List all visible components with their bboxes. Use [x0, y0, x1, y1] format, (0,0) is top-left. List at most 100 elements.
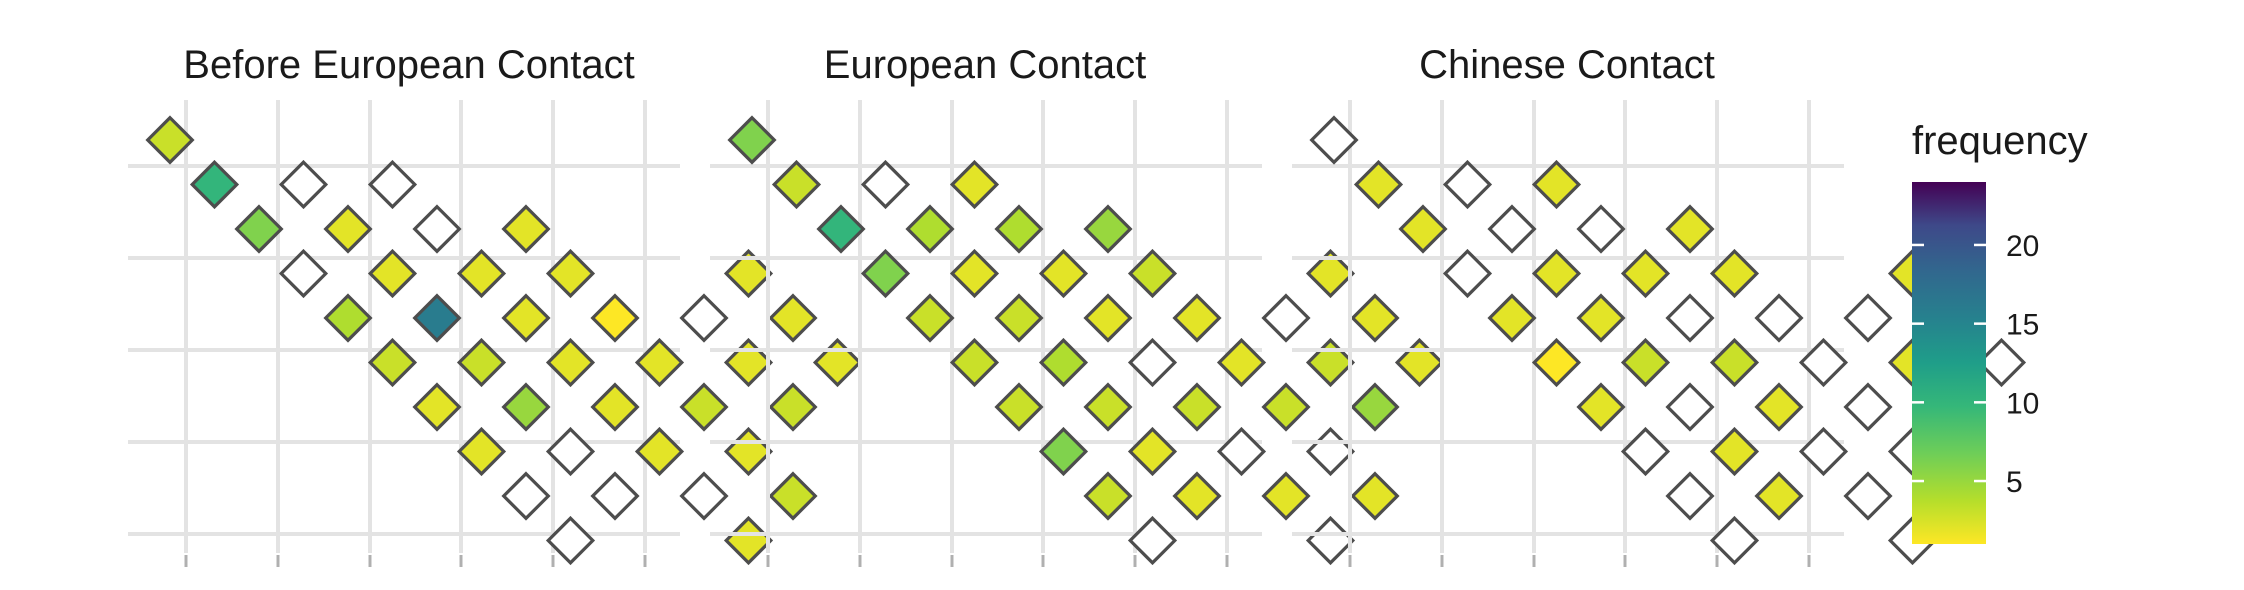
heatmap-tile	[1305, 337, 1356, 388]
heatmap-tile	[1350, 382, 1400, 432]
heatmap-tile	[1083, 382, 1133, 432]
heatmap-tile	[768, 382, 818, 432]
heatmap-tile	[1798, 426, 1849, 477]
heatmap-tile	[412, 204, 462, 254]
heatmap-tile	[1576, 293, 1626, 343]
heatmap-tile	[768, 293, 818, 343]
heatmap-tile	[1127, 337, 1178, 388]
heatmap-tile	[905, 204, 955, 254]
heatmap-tile	[1127, 248, 1178, 299]
heatmap-tile	[367, 248, 418, 299]
panel-title: Before European Contact	[183, 43, 634, 87]
legend-tick-label: 10	[2006, 387, 2039, 420]
heatmap-tile	[590, 382, 640, 432]
legend-tick-label: 5	[2006, 466, 2023, 499]
heatmap-tile	[1350, 471, 1400, 521]
heatmap-tile	[323, 204, 373, 254]
heatmap-tile	[994, 204, 1044, 254]
heatmap-tile	[1038, 248, 1089, 299]
heatmap-tile	[1305, 248, 1356, 299]
heatmap-tile	[1398, 204, 1448, 254]
panel-0: Before European Contact	[128, 43, 863, 567]
heatmap-tile	[1127, 515, 1178, 566]
heatmap-tile	[1261, 382, 1311, 432]
heatmap-tile	[456, 337, 507, 388]
heatmap-tile	[1754, 382, 1804, 432]
heatmap-tile	[501, 293, 551, 343]
heatmap-tile	[1394, 337, 1445, 388]
heatmap-tile	[1976, 337, 2027, 388]
legend-colorbar	[1912, 182, 1986, 544]
heatmap-tile	[278, 248, 329, 299]
heatmap-tile	[1127, 426, 1178, 477]
panel-title: Chinese Contact	[1419, 43, 1715, 87]
heatmap-tile	[1665, 293, 1715, 343]
panel-1: European Contact	[710, 43, 1445, 567]
heatmap-tile	[456, 426, 507, 477]
heatmap-tile	[545, 426, 596, 477]
heatmap-tile	[1261, 471, 1311, 521]
heatmap-tile	[1843, 471, 1893, 521]
heatmap-tile	[1487, 293, 1537, 343]
heatmap-tile	[771, 159, 822, 210]
heatmap-tile	[501, 471, 551, 521]
heatmap-tile	[634, 337, 685, 388]
heatmap-tile	[1620, 248, 1671, 299]
heatmap-tile	[1309, 115, 1359, 165]
heatmap-tile	[1261, 293, 1311, 343]
heatmap-tile	[1576, 204, 1626, 254]
heatmap-tile	[189, 159, 240, 210]
heatmap-tile	[1531, 337, 1582, 388]
heatmap-tile	[1172, 293, 1222, 343]
heatmap-tile	[1305, 515, 1356, 566]
heatmap-tile	[412, 382, 462, 432]
heatmap-tile	[679, 382, 729, 432]
heatmap-tile	[1038, 337, 1089, 388]
heatmap-tile	[412, 293, 462, 343]
heatmap-tile	[1843, 382, 1893, 432]
heatmap-tile	[590, 293, 640, 343]
heatmap-tile	[234, 204, 284, 254]
heatmap-tile	[723, 337, 774, 388]
heatmap-tile	[1353, 159, 1404, 210]
heatmap-tile	[456, 248, 507, 299]
heatmap-tile	[367, 337, 418, 388]
heatmap-tile	[545, 248, 596, 299]
heatmap-tile	[1083, 204, 1133, 254]
heatmap-tile	[727, 115, 777, 165]
heatmap-tile	[1442, 248, 1493, 299]
heatmap-tile	[1620, 426, 1671, 477]
heatmap-tile	[816, 204, 866, 254]
heatmap-tile	[679, 471, 729, 521]
heatmap-tile	[812, 337, 863, 388]
heatmap-tile	[1665, 471, 1715, 521]
heatmap-tile	[1531, 248, 1582, 299]
panel-2: Chinese Contact	[1292, 43, 2027, 567]
heatmap-tile	[1350, 293, 1400, 343]
heatmap-tile	[1216, 337, 1267, 388]
heatmap-tile	[145, 115, 195, 165]
heatmap-tile	[1083, 471, 1133, 521]
heatmap-tile	[994, 293, 1044, 343]
frequency-legend: frequency 5 10 15 20	[1912, 119, 2088, 544]
heatmap-tile	[1531, 159, 1582, 210]
heatmap-tile	[323, 293, 373, 343]
heatmap-tile	[860, 248, 911, 299]
heatmap-tile	[1754, 471, 1804, 521]
legend-tick-label: 15	[2006, 309, 2039, 342]
heatmap-tile	[634, 426, 685, 477]
heatmap-tile	[723, 515, 774, 566]
heatmap-tile	[1172, 471, 1222, 521]
heatmap-tile	[994, 382, 1044, 432]
heatmap-tile	[1709, 515, 1760, 566]
heatmap-tile	[1798, 337, 1849, 388]
heatmap-tile	[545, 515, 596, 566]
heatmap-tile	[501, 382, 551, 432]
heatmap-tile	[860, 159, 911, 210]
heatmap-tile	[1216, 426, 1267, 477]
heatmap-tile	[679, 293, 729, 343]
heatmap-tile	[1442, 159, 1493, 210]
heatmap-tile	[1754, 293, 1804, 343]
heatmap-tile	[1709, 337, 1760, 388]
